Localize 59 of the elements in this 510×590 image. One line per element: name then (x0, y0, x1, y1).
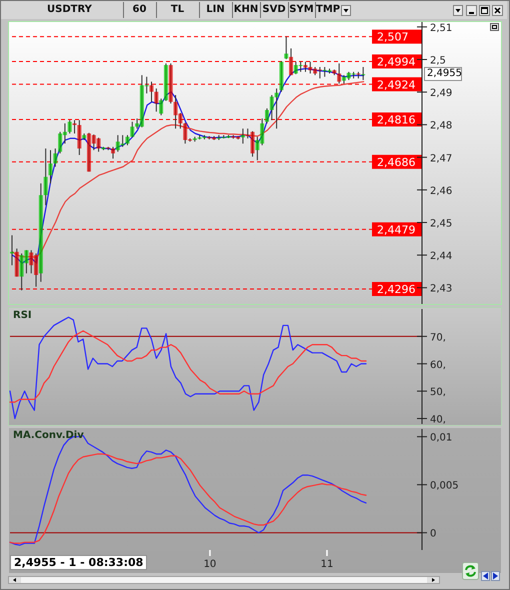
y-tick-label: 2,45 (430, 218, 452, 230)
text: SVD (260, 2, 287, 18)
ref-line-label: 2,4924 (377, 78, 416, 92)
candlestick (130, 121, 134, 138)
y-tick-label: 2,47 (430, 153, 452, 164)
candlestick (150, 81, 154, 102)
candlestick (289, 48, 294, 76)
candlestick (125, 134, 130, 146)
ref-line-label: 2,4479 (377, 223, 416, 236)
x-tick-label: 10 (204, 559, 216, 570)
candlestick (284, 36, 288, 60)
ref-line-label: 2,4686 (377, 156, 416, 169)
ref-line-label: 2,4296 (377, 283, 416, 296)
line-series (9, 330, 367, 403)
y-tick-label: 2,49 (430, 88, 452, 100)
y-tick-label: 50, (430, 387, 446, 398)
chart-title: RSI (13, 310, 32, 321)
text: 2,4955 (424, 67, 462, 82)
text: SYM (288, 2, 314, 18)
candlestick (159, 98, 164, 116)
candlestick (48, 150, 52, 184)
y-tick-label: 40, (430, 414, 446, 426)
line-series (9, 316, 367, 420)
y-tick-label: 0 (430, 528, 436, 540)
chart-title: MA.Conv.Div (13, 430, 84, 441)
y-tick-label: 2,5 (430, 55, 446, 66)
candlestick (44, 148, 48, 206)
ref-line-label: 2,4994 (377, 55, 416, 68)
text: TL (156, 2, 198, 18)
ref-line-label: 2,507 (377, 30, 408, 44)
text: TMP (315, 2, 340, 18)
ref-line-label: 2,4816 (377, 113, 416, 126)
text: 60 (123, 2, 155, 18)
y-tick-label: 70, (430, 332, 446, 344)
y-tick-label: 0,005 (430, 480, 459, 492)
text: 2,4955 - 1 - 08:33:08 (10, 555, 148, 570)
candlestick (264, 108, 269, 124)
y-tick-label: 2,48 (430, 120, 452, 132)
x-tick-label: 11 (320, 559, 334, 570)
text: KHN (232, 2, 259, 18)
candlestick (68, 120, 72, 134)
candlestick (154, 88, 158, 112)
y-tick-label: 60, (430, 360, 446, 371)
chart-title: USDTRY (47, 4, 92, 15)
y-tick-label: 2,51 (430, 22, 452, 34)
y-tick-label: 2,46 (430, 186, 452, 197)
candlestick (240, 128, 245, 144)
line-series (9, 453, 367, 544)
candlestick (361, 66, 366, 81)
candlestick (72, 120, 77, 134)
text: LIN (199, 2, 231, 18)
y-tick-label: 2,44 (430, 251, 452, 262)
y-tick-label: 0,01 (430, 432, 452, 444)
candlestick (337, 62, 342, 84)
candlestick (10, 234, 14, 266)
candlestick (77, 120, 82, 156)
y-tick-label: 2,43 (430, 284, 452, 295)
candlestick (53, 148, 58, 168)
candlestick (111, 146, 116, 160)
